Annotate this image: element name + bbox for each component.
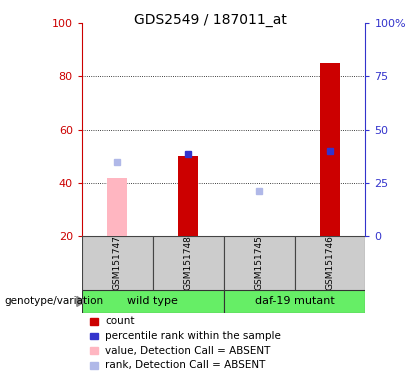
Text: GSM151746: GSM151746 bbox=[326, 236, 334, 290]
FancyBboxPatch shape bbox=[224, 290, 365, 313]
FancyBboxPatch shape bbox=[224, 236, 294, 290]
Text: GSM151748: GSM151748 bbox=[184, 236, 193, 290]
Text: wild type: wild type bbox=[127, 296, 178, 306]
Text: daf-19 mutant: daf-19 mutant bbox=[255, 296, 334, 306]
Text: rank, Detection Call = ABSENT: rank, Detection Call = ABSENT bbox=[105, 360, 265, 370]
Text: genotype/variation: genotype/variation bbox=[4, 296, 103, 306]
FancyBboxPatch shape bbox=[82, 236, 153, 290]
Polygon shape bbox=[77, 296, 85, 306]
Text: GDS2549 / 187011_at: GDS2549 / 187011_at bbox=[134, 13, 286, 27]
FancyBboxPatch shape bbox=[82, 290, 224, 313]
Text: GSM151747: GSM151747 bbox=[113, 236, 122, 290]
Text: value, Detection Call = ABSENT: value, Detection Call = ABSENT bbox=[105, 346, 270, 356]
Bar bbox=[178, 156, 198, 236]
FancyBboxPatch shape bbox=[153, 236, 224, 290]
Bar bbox=[108, 177, 127, 236]
Text: percentile rank within the sample: percentile rank within the sample bbox=[105, 331, 281, 341]
Text: GSM151745: GSM151745 bbox=[255, 236, 264, 290]
Text: count: count bbox=[105, 316, 134, 326]
Bar bbox=[320, 63, 340, 236]
FancyBboxPatch shape bbox=[294, 236, 365, 290]
